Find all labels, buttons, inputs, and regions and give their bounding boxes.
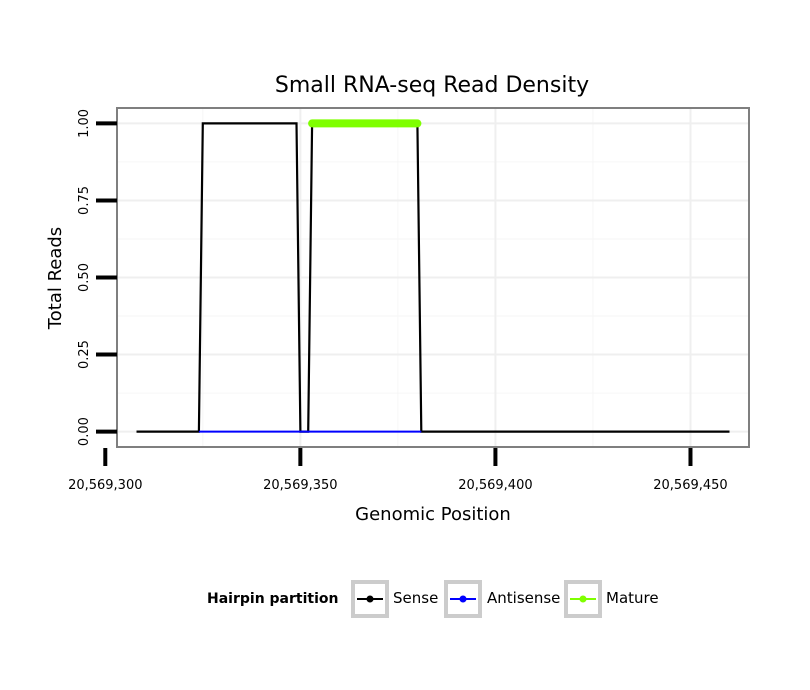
y-tick-label: 0.25 [77,340,92,369]
legend-antisense-key-dot [459,595,467,603]
x-tick-label: 20,569,300 [68,478,142,493]
y-axis: 0.00 0.25 0.50 0.75 1.00 [77,109,117,446]
y-tick-label: 1.00 [77,109,92,138]
legend-antisense-label: Antisense [487,589,560,607]
x-tick-label: 20,569,400 [458,478,532,493]
y-tick-label: 0.50 [77,263,92,292]
legend-sense-key-dot [366,595,374,603]
legend-mature-key-dot [579,595,587,603]
y-axis-label: Total Reads [45,227,66,330]
series-lines [136,119,730,433]
x-tick-label: 20,569,450 [653,478,727,493]
chart-title: Small RNA-seq Read Density [275,73,589,98]
legend-mature-label: Mature [606,589,659,607]
y-tick-label: 0.00 [77,417,92,446]
grid-lines [118,109,748,446]
x-axis: 20,569,300 20,569,350 20,569,400 20,569,450 [68,448,728,493]
y-tick-label: 0.75 [77,186,92,215]
legend-title: Hairpin partition [207,591,338,607]
legend-sense-label: Sense [393,589,438,607]
x-tick-label: 20,569,350 [263,478,337,493]
legend: Hairpin partition Sense Antisense Mature [207,580,659,618]
x-axis-label: Genomic Position [355,504,511,525]
